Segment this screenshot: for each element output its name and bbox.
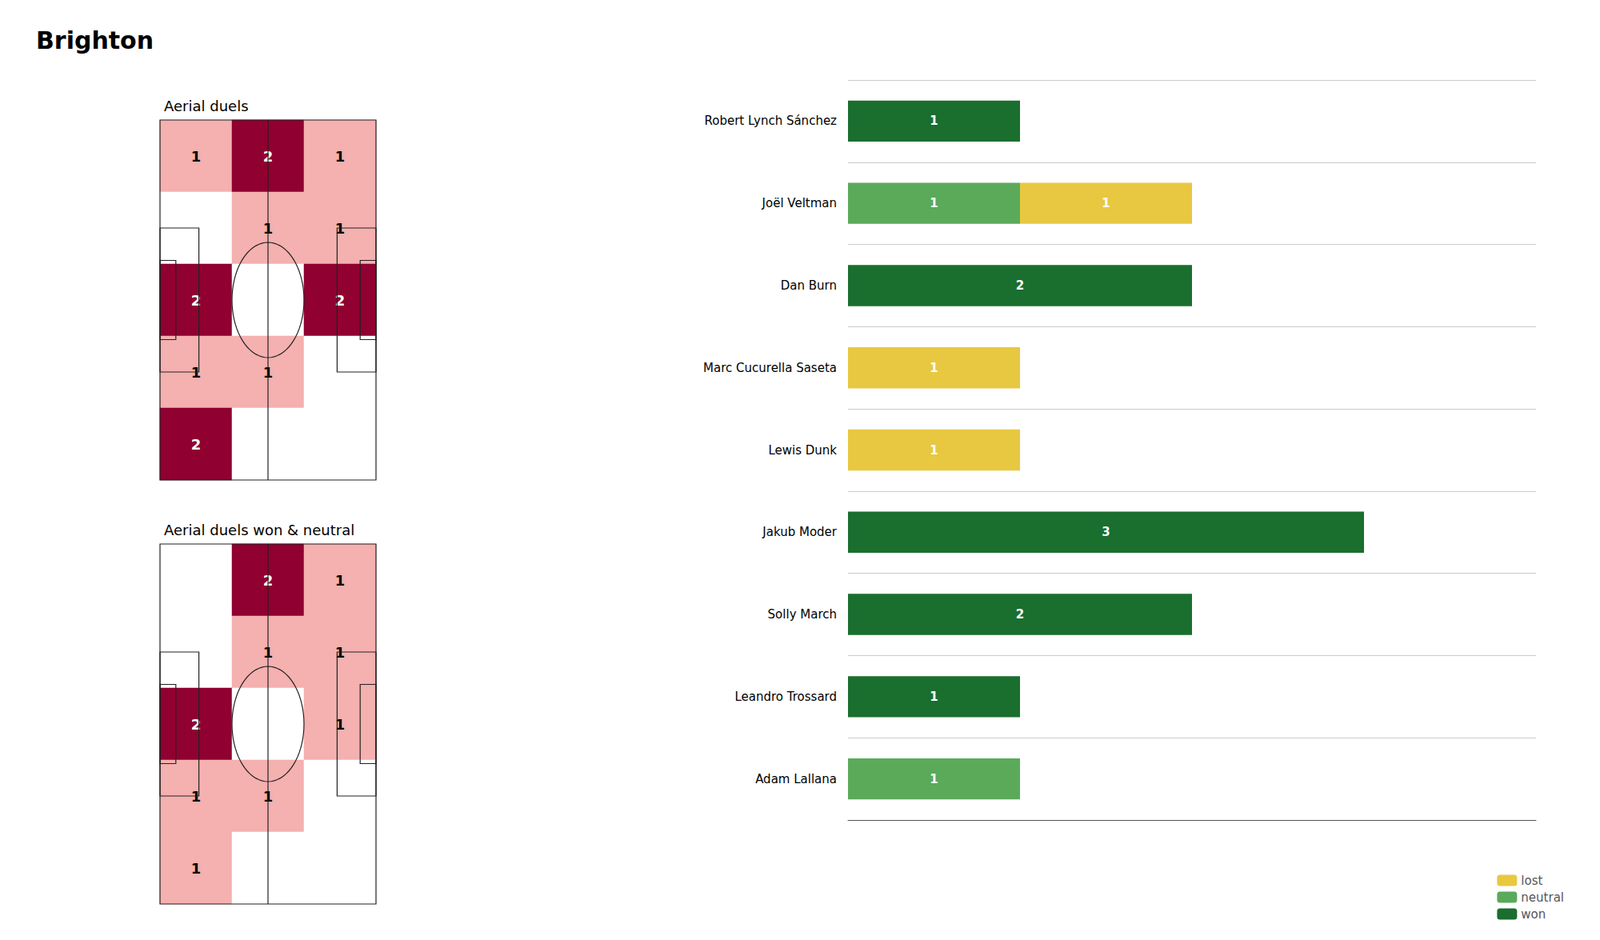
svg-text:1: 1: [929, 113, 938, 128]
svg-text:1: 1: [262, 363, 274, 381]
svg-text:1: 1: [929, 772, 938, 787]
svg-text:lost: lost: [1520, 873, 1543, 888]
svg-text:2: 2: [191, 716, 202, 733]
svg-text:1: 1: [929, 689, 938, 704]
svg-text:1: 1: [262, 643, 274, 661]
svg-text:2: 2: [1016, 607, 1024, 622]
svg-text:1: 1: [262, 219, 274, 237]
svg-text:Brighton: Brighton: [36, 26, 154, 55]
svg-text:Adam Lallana: Adam Lallana: [755, 772, 837, 787]
svg-text:1: 1: [191, 148, 202, 165]
svg-text:1: 1: [929, 443, 938, 458]
svg-text:Aerial duels won & neutral: Aerial duels won & neutral: [164, 521, 355, 539]
svg-text:1: 1: [1101, 196, 1110, 211]
svg-text:1: 1: [335, 716, 346, 733]
svg-text:1: 1: [191, 860, 202, 877]
svg-text:2: 2: [191, 436, 202, 453]
svg-text:2: 2: [335, 292, 346, 309]
svg-text:Lewis Dunk: Lewis Dunk: [768, 443, 837, 458]
svg-text:1: 1: [334, 219, 346, 237]
svg-text:1: 1: [262, 787, 274, 805]
svg-text:1: 1: [334, 643, 346, 661]
svg-text:2: 2: [262, 147, 274, 165]
svg-text:Aerial duels: Aerial duels: [164, 97, 249, 115]
svg-text:1: 1: [929, 196, 938, 211]
svg-text:won: won: [1520, 907, 1546, 922]
svg-text:Marc Cucurella Saseta: Marc Cucurella Saseta: [703, 360, 837, 376]
svg-text:2: 2: [191, 292, 202, 309]
svg-text:neutral: neutral: [1520, 890, 1564, 905]
svg-text:2: 2: [262, 571, 274, 589]
svg-text:Dan Burn: Dan Burn: [780, 278, 837, 293]
svg-text:Leandro Trossard: Leandro Trossard: [734, 689, 837, 704]
svg-text:2: 2: [1016, 278, 1024, 293]
svg-text:Joël Veltman: Joël Veltman: [761, 196, 837, 211]
svg-text:Robert Lynch Sánchez: Robert Lynch Sánchez: [704, 113, 838, 128]
svg-text:1: 1: [190, 363, 202, 381]
svg-text:3: 3: [1101, 524, 1110, 540]
svg-text:Solly March: Solly March: [768, 607, 837, 622]
svg-text:1: 1: [190, 787, 202, 805]
svg-text:Jakub Moder: Jakub Moder: [761, 524, 838, 540]
svg-text:1: 1: [929, 360, 938, 376]
svg-text:1: 1: [335, 572, 346, 589]
svg-text:1: 1: [335, 148, 346, 165]
